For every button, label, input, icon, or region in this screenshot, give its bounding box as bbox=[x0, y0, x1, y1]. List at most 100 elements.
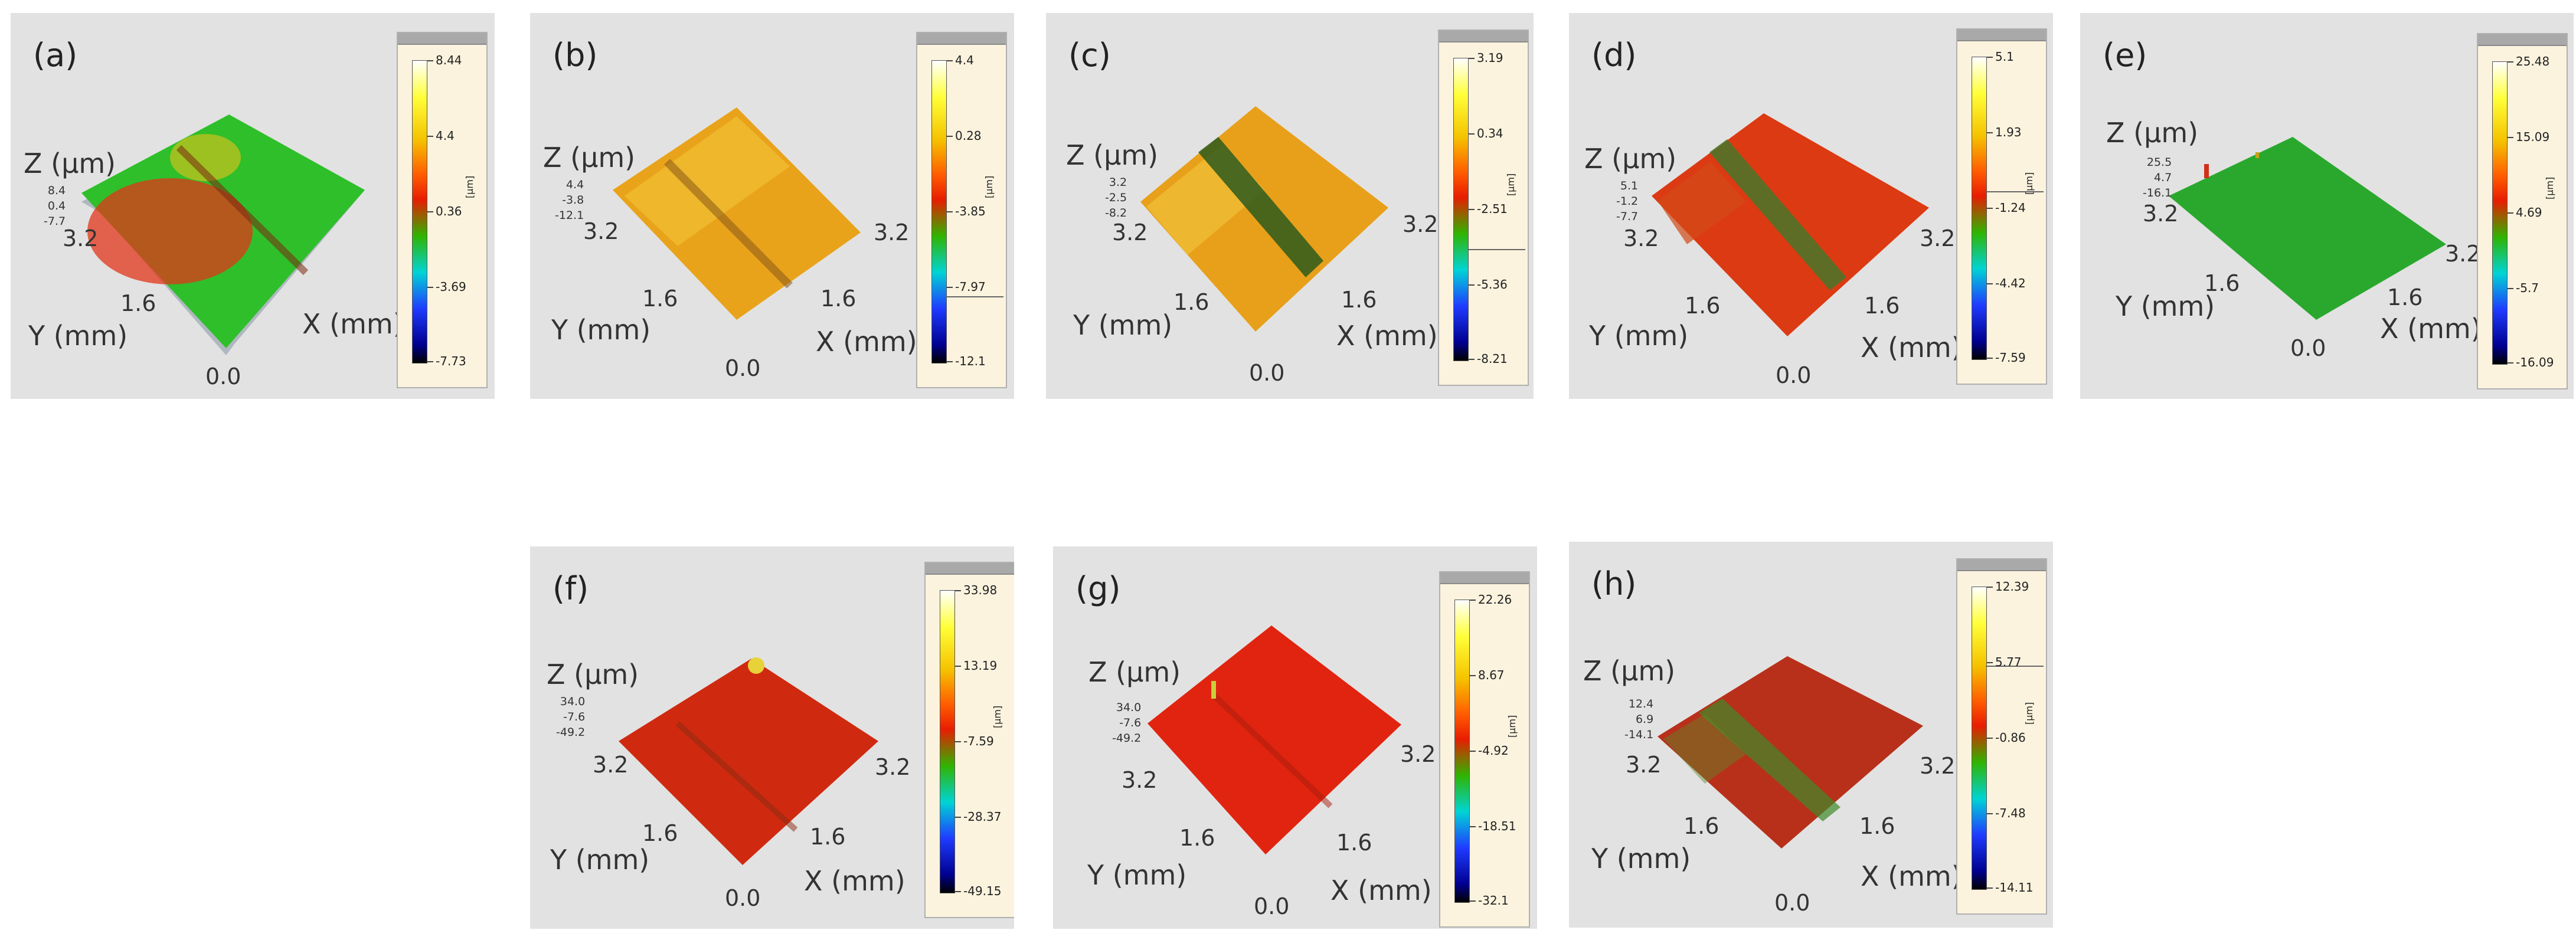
colorbar-value: 0.36 bbox=[436, 204, 462, 218]
x-axis-label: X (mm) bbox=[2380, 313, 2482, 345]
z-tick-labels: 3.2 -2.5 -8.2 bbox=[1105, 176, 1127, 220]
panel-d: (d) Z (µm) 5.1 -1.2 -7.7 3.2 1.6 Y (mm) … bbox=[1569, 13, 2053, 399]
colorbar-value: 5.77 bbox=[1995, 655, 2022, 669]
surface-plot bbox=[619, 657, 878, 865]
colorbar-value: 3.19 bbox=[1477, 51, 1503, 65]
x-tick-mid: 1.6 bbox=[1864, 293, 1900, 319]
y-tick-max: 3.2 bbox=[2143, 201, 2179, 227]
colorbar: 8.44 4.4 0.36 -3.69 -7.73 [µm] bbox=[397, 32, 488, 388]
x-tick-max: 3.2 bbox=[874, 220, 910, 245]
colorbar-titlebar bbox=[917, 33, 1006, 45]
z-axis-label: Z (µm) bbox=[1088, 656, 1181, 688]
colorbar-value: -12.1 bbox=[955, 354, 986, 368]
y-tick-max: 3.2 bbox=[1623, 225, 1659, 251]
y-tick-mid: 1.6 bbox=[1683, 813, 1719, 839]
y-axis-label: Y (mm) bbox=[28, 320, 128, 352]
colorbar-unit: [µm] bbox=[2544, 176, 2555, 199]
colorbar-gradient bbox=[1454, 600, 1470, 903]
surface-plot bbox=[613, 107, 861, 320]
y-axis-label: Y (mm) bbox=[2116, 290, 2215, 322]
colorbar-value: -16.09 bbox=[2516, 355, 2554, 369]
colorbar-unit: [µm] bbox=[2023, 702, 2035, 725]
colorbar-value: -14.11 bbox=[1995, 880, 2034, 895]
origin-tick: 0.0 bbox=[1774, 890, 1810, 916]
y-axis-label: Y (mm) bbox=[1087, 859, 1187, 891]
x-tick-max: 3.2 bbox=[1920, 225, 1956, 251]
colorbar: 5.1 1.93 -1.24 -4.42 -7.59 [µm] bbox=[1956, 28, 2047, 385]
colorbar-titlebar bbox=[398, 33, 486, 45]
colorbar-value: -1.24 bbox=[1995, 201, 2026, 215]
panel-label: (d) bbox=[1591, 37, 1637, 74]
colorbar-value: -7.48 bbox=[1995, 806, 2026, 820]
colorbar-value: 4.69 bbox=[2516, 205, 2542, 220]
y-tick-max: 3.2 bbox=[63, 225, 99, 251]
z-tick-labels: 34.0 -7.6 -49.2 bbox=[1112, 701, 1142, 745]
colorbar-value: 33.98 bbox=[963, 583, 998, 597]
panel-label: (f) bbox=[553, 570, 589, 607]
colorbar-unit: [µm] bbox=[983, 175, 995, 198]
panel-g: (g) Z (µm) 34.0 -7.6 -49.2 3.2 1.6 Y (mm… bbox=[1053, 546, 1537, 929]
colorbar-value: -7.59 bbox=[963, 734, 994, 748]
z-tick-labels: 5.1 -1.2 -7.7 bbox=[1616, 179, 1639, 223]
colorbar-value: 15.09 bbox=[2516, 130, 2550, 144]
origin-tick: 0.0 bbox=[205, 363, 241, 389]
y-axis-label: Y (mm) bbox=[551, 314, 651, 346]
z-axis-label: Z (µm) bbox=[1583, 655, 1676, 687]
colorbar-value: -3.69 bbox=[436, 280, 466, 294]
z-tick-labels: 12.4 6.9 -14.1 bbox=[1624, 697, 1654, 741]
panel-a: (a) Z (µm) 8.4 0.4 -7.7 3.2 1.6 Y (mm) X… bbox=[11, 13, 495, 399]
colorbar-value: -0.86 bbox=[1995, 731, 2026, 745]
colorbar-gradient bbox=[940, 590, 955, 893]
colorbar-value: -3.85 bbox=[955, 204, 986, 218]
x-tick-mid: 1.6 bbox=[820, 286, 857, 312]
colorbar-gradient bbox=[2492, 61, 2508, 365]
y-tick-mid: 1.6 bbox=[642, 820, 678, 846]
colorbar-value: -7.97 bbox=[955, 280, 986, 294]
colorbar-value: -2.51 bbox=[1477, 202, 1508, 216]
colorbar: 25.48 15.09 4.69 -5.7 -16.09 [µm] bbox=[2477, 33, 2568, 389]
colorbar-value: -49.15 bbox=[963, 884, 1002, 898]
y-tick-max: 3.2 bbox=[1626, 752, 1662, 778]
panel-e: (e) Z (µm) 25.5 4.7 -16.1 3.2 1.6 Y (mm)… bbox=[2080, 13, 2574, 399]
origin-tick: 0.0 bbox=[1249, 360, 1285, 386]
x-tick-max: 3.2 bbox=[1920, 753, 1956, 779]
y-tick-mid: 1.6 bbox=[642, 286, 678, 312]
x-axis-label: X (mm) bbox=[1861, 860, 1962, 892]
colorbar-titlebar bbox=[1957, 30, 2046, 41]
surface-plot bbox=[1652, 113, 1929, 336]
x-axis-label: X (mm) bbox=[816, 326, 917, 358]
colorbar-value: 13.19 bbox=[963, 659, 998, 673]
x-tick-mid: 1.6 bbox=[810, 824, 846, 850]
colorbar-gradient bbox=[1972, 587, 1987, 890]
colorbar-value: -32.1 bbox=[1478, 893, 1509, 908]
panel-label: (a) bbox=[33, 37, 78, 74]
y-tick-mid: 1.6 bbox=[1179, 825, 1215, 851]
x-tick-max: 3.2 bbox=[875, 754, 911, 780]
x-tick-max: 3.2 bbox=[2445, 241, 2481, 267]
z-axis-label: Z (µm) bbox=[547, 659, 639, 690]
colorbar-value: 22.26 bbox=[1478, 592, 1512, 607]
colorbar: 33.98 13.19 -7.59 -28.37 -49.15 [µm] bbox=[924, 562, 1014, 918]
z-axis-label: Z (µm) bbox=[543, 142, 636, 173]
y-tick-mid: 1.6 bbox=[1173, 289, 1209, 315]
z-axis-label: Z (µm) bbox=[1584, 143, 1677, 175]
z-axis-label: Z (µm) bbox=[1066, 139, 1159, 171]
y-tick-max: 3.2 bbox=[593, 752, 629, 778]
x-tick-mid: 1.6 bbox=[1859, 813, 1895, 839]
colorbar-titlebar bbox=[2478, 34, 2567, 46]
colorbar-value: -5.36 bbox=[1477, 277, 1508, 292]
z-tick-labels: 25.5 4.7 -16.1 bbox=[2143, 156, 2172, 199]
y-tick-max: 3.2 bbox=[583, 218, 619, 244]
x-axis-label: X (mm) bbox=[1331, 875, 1432, 906]
origin-tick: 0.0 bbox=[1254, 893, 1290, 919]
colorbar-value: -4.42 bbox=[1995, 276, 2026, 290]
x-axis-label: X (mm) bbox=[302, 308, 404, 340]
colorbar: 12.39 5.77 -0.86 -7.48 -14.11 [µm] bbox=[1956, 558, 2047, 915]
y-tick-max: 3.2 bbox=[1112, 220, 1148, 245]
panel-f: (f) Z (µm) 34.0 -7.6 -49.2 3.2 1.6 Y (mm… bbox=[530, 546, 1014, 929]
colorbar: 4.4 0.28 -3.85 -7.97 -12.1 [µm] bbox=[916, 32, 1007, 388]
x-tick-mid: 1.6 bbox=[2387, 284, 2423, 310]
x-axis-label: X (mm) bbox=[1336, 320, 1438, 352]
origin-tick: 0.0 bbox=[725, 885, 761, 911]
colorbar-value: 8.67 bbox=[1478, 668, 1505, 682]
